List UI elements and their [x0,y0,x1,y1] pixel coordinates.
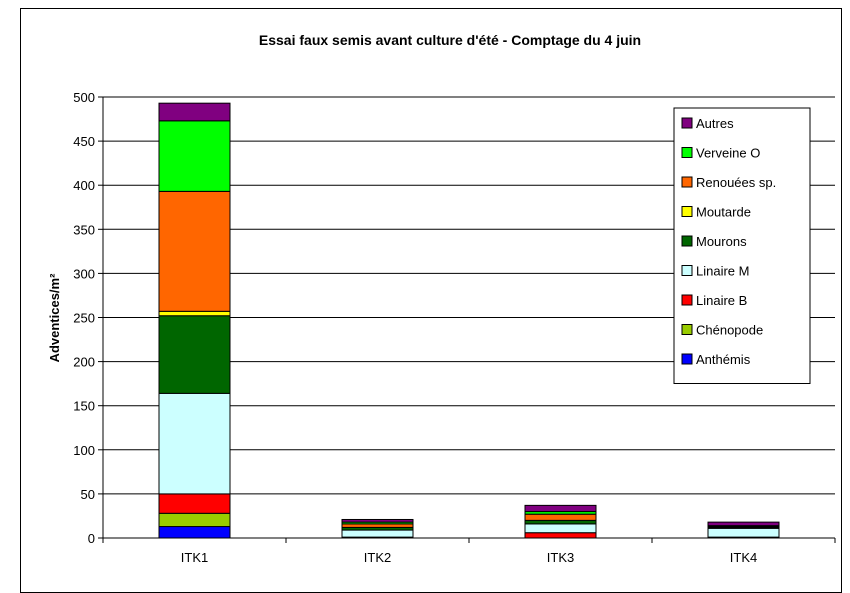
bar-segment [707,521,780,527]
legend-swatch [681,235,693,247]
legend-swatch [681,147,693,158]
bar-segment [524,513,597,521]
bar-segment [158,120,231,192]
legend-label: Linaire M [696,264,749,279]
bar-segment [158,526,231,539]
x-tick-label: ITK1 [181,550,208,565]
bar-segment [158,512,231,528]
legend-swatch [681,265,693,276]
x-tick-label: ITK2 [364,550,391,565]
bar-segment [524,504,597,513]
x-tick-label: ITK4 [730,550,757,565]
legend-label: Verveine O [696,146,760,161]
legend-swatch [681,294,693,306]
axes: 0 50 100 150 200 250 300 350 400 450 500 ITK1 ITK2 IT… [73,90,836,565]
y-tick-label: 150 [73,399,95,414]
y-axis-title: Adventices/m² [47,273,62,363]
bar-segment [158,102,231,122]
bar-segment [524,532,597,539]
legend-box [673,107,811,384]
chart-title: Essai faux semis avant culture d'été - C… [259,32,641,48]
y-tick-label: 500 [73,90,95,105]
legend-swatch [681,353,693,365]
y-tick-label: 250 [73,311,95,326]
legend-swatch [681,117,693,129]
bar-segment [341,523,414,528]
y-tick-label: 350 [73,222,95,237]
y-tick-label: 300 [73,266,95,281]
y-tick-label: 200 [73,355,95,370]
legend-label: Anthémis [696,352,751,367]
y-tick-label: 400 [73,178,95,193]
bars [158,102,780,539]
y-tick-label: 50 [81,487,95,502]
bar-segment [158,392,231,495]
y-tick-label: 450 [73,134,95,149]
bar-segment [524,519,597,525]
legend-label: Linaire B [696,293,747,308]
bar-segment [524,523,597,534]
legend-label: Mourons [696,234,747,249]
legend-label: Chénopode [696,323,763,338]
legend-label: Autres [696,116,734,131]
bar-segment [341,518,414,523]
bar-segment [158,493,231,514]
legend-swatch [681,206,693,217]
legend-label: Moutarde [696,205,751,220]
bar-segment [158,310,231,317]
y-tick-label: 100 [73,443,95,458]
x-tick-label: ITK3 [547,550,574,565]
bar-segment [158,190,231,312]
bar-segment [707,527,780,538]
legend-swatch [681,324,693,335]
bar-segment [341,529,414,538]
y-tick-label: 0 [88,531,95,546]
legend-swatch [681,176,693,188]
bar-segment [158,315,231,394]
legend: Autres Verveine O Renouées sp. Moutarde Mour… [673,107,811,384]
legend-label: Renouées sp. [696,175,776,190]
